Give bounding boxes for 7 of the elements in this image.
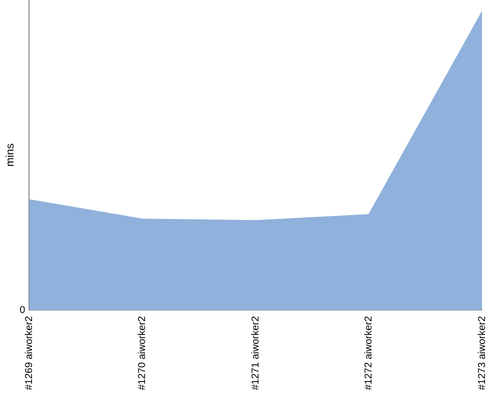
x-tick-label: #1270 aiworker2 [137,316,148,390]
text: 0 [20,304,26,316]
x-tick-label: #1271 aiworker2 [250,316,262,390]
x-tick-label: #1272 aiworker2 [364,316,375,390]
x-tick-label: #1273 aiworker2 [476,316,488,390]
x-tick-label: #1269 aiworker2 [24,316,35,390]
y-axis-title: mins [4,142,17,167]
